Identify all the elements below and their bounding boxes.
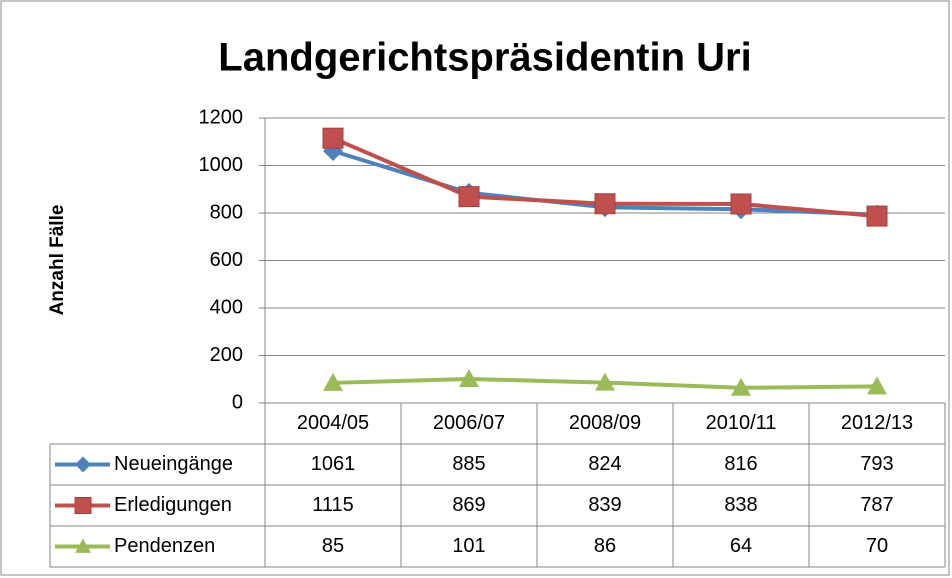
y-tick-label: 600 xyxy=(210,249,243,271)
marker xyxy=(75,538,91,553)
y-tick-label: 0 xyxy=(232,391,243,413)
marker xyxy=(75,456,91,473)
marker xyxy=(323,372,343,391)
table-value: 70 xyxy=(866,535,888,557)
marker xyxy=(594,193,616,215)
table-value: 1061 xyxy=(311,453,356,475)
marker xyxy=(595,372,615,391)
table-value: 824 xyxy=(588,453,621,475)
y-tick-label: 1000 xyxy=(199,154,244,176)
table-value: 85 xyxy=(322,535,344,557)
table-value: 869 xyxy=(452,494,485,516)
table-value: 838 xyxy=(724,494,757,516)
table-value: 1115 xyxy=(312,494,354,516)
marker xyxy=(459,369,479,388)
y-tick-label: 200 xyxy=(210,344,243,366)
legend-label: Pendenzen xyxy=(114,535,215,557)
marker xyxy=(730,193,752,215)
x-tick-label: 2004/05 xyxy=(297,412,369,434)
marker xyxy=(74,497,92,514)
marker xyxy=(731,377,751,396)
y-tick-label: 1200 xyxy=(199,106,244,128)
table-value: 793 xyxy=(860,453,893,475)
legend-label: Erledigungen xyxy=(114,494,232,516)
chart-title: Landgerichtspräsidentin Uri xyxy=(218,36,751,80)
y-tick-label: 800 xyxy=(210,201,243,223)
marker xyxy=(866,205,888,227)
legend-label: Neueingänge xyxy=(114,453,233,475)
x-tick-label: 2012/13 xyxy=(841,412,913,434)
table-value: 839 xyxy=(588,494,621,516)
y-tick-label: 400 xyxy=(210,296,243,318)
x-tick-label: 2008/09 xyxy=(569,412,641,434)
table-value: 86 xyxy=(594,535,616,557)
table-value: 885 xyxy=(452,453,485,475)
marker xyxy=(867,376,887,395)
y-axis-label: Anzahl Fälle xyxy=(47,205,68,316)
table-value: 101 xyxy=(452,535,485,557)
x-tick-label: 2006/07 xyxy=(433,412,505,434)
x-tick-label: 2010/11 xyxy=(706,412,777,434)
table-value: 816 xyxy=(724,453,757,475)
marker xyxy=(322,127,344,149)
table-value: 787 xyxy=(860,494,893,516)
marker xyxy=(458,186,480,208)
table-value: 64 xyxy=(730,535,752,557)
